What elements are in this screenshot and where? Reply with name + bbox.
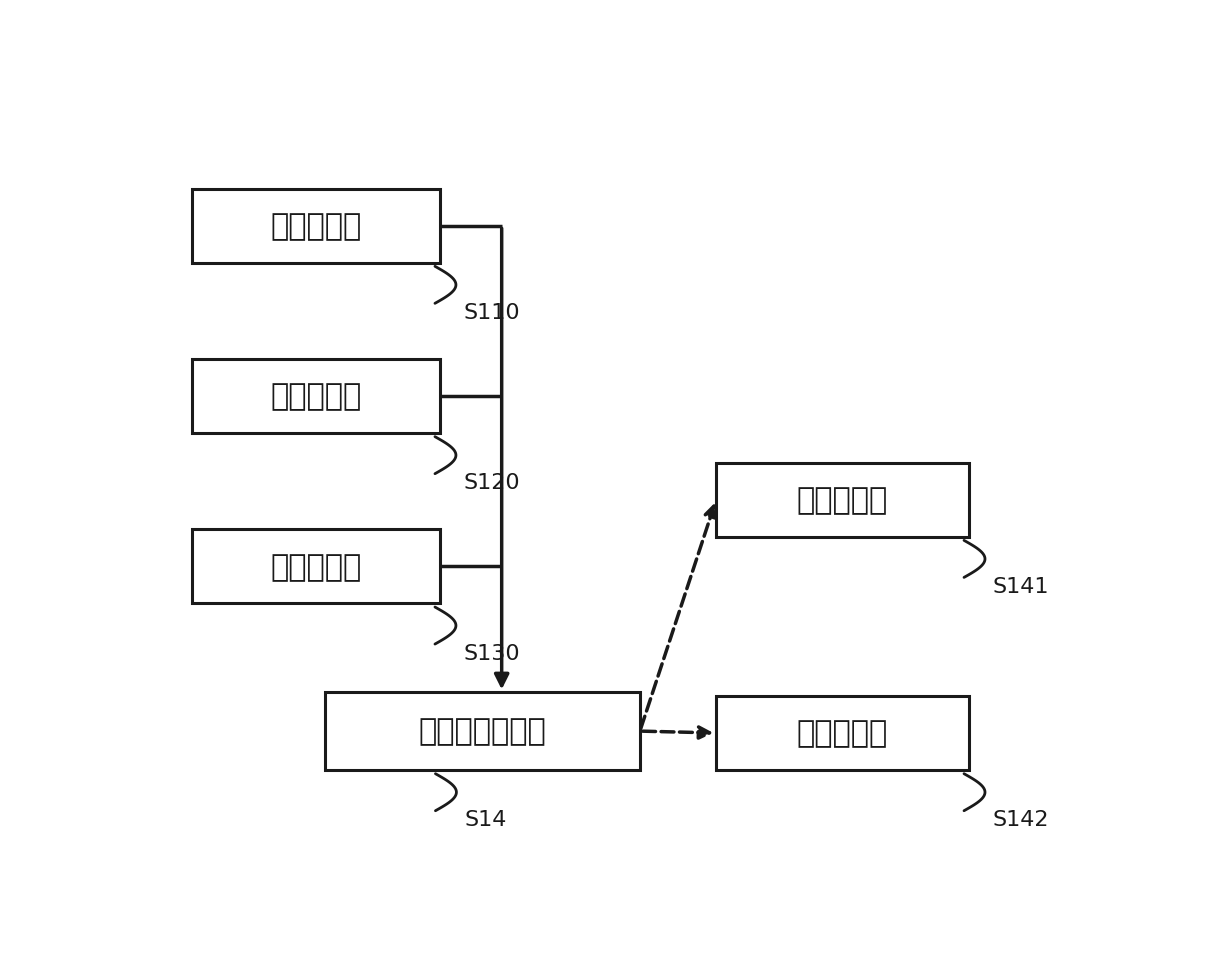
FancyBboxPatch shape (716, 463, 969, 537)
Text: S141: S141 (993, 577, 1049, 597)
Text: S14: S14 (464, 809, 507, 829)
FancyBboxPatch shape (192, 189, 440, 263)
Text: 定响应特征: 定响应特征 (271, 382, 362, 411)
FancyBboxPatch shape (192, 530, 440, 604)
Text: S120: S120 (464, 473, 520, 493)
Text: 定储集规模: 定储集规模 (797, 719, 888, 748)
Text: 解析走滑断裂带: 解析走滑断裂带 (418, 717, 546, 746)
Text: 定组合类型: 定组合类型 (797, 485, 888, 514)
Text: S110: S110 (464, 303, 520, 323)
Text: S142: S142 (993, 809, 1049, 829)
Text: 定活动期次: 定活动期次 (271, 553, 362, 581)
FancyBboxPatch shape (716, 696, 969, 770)
FancyBboxPatch shape (325, 693, 640, 770)
Text: S130: S130 (464, 643, 520, 663)
Text: 定地质模式: 定地质模式 (271, 211, 362, 241)
FancyBboxPatch shape (192, 359, 440, 433)
